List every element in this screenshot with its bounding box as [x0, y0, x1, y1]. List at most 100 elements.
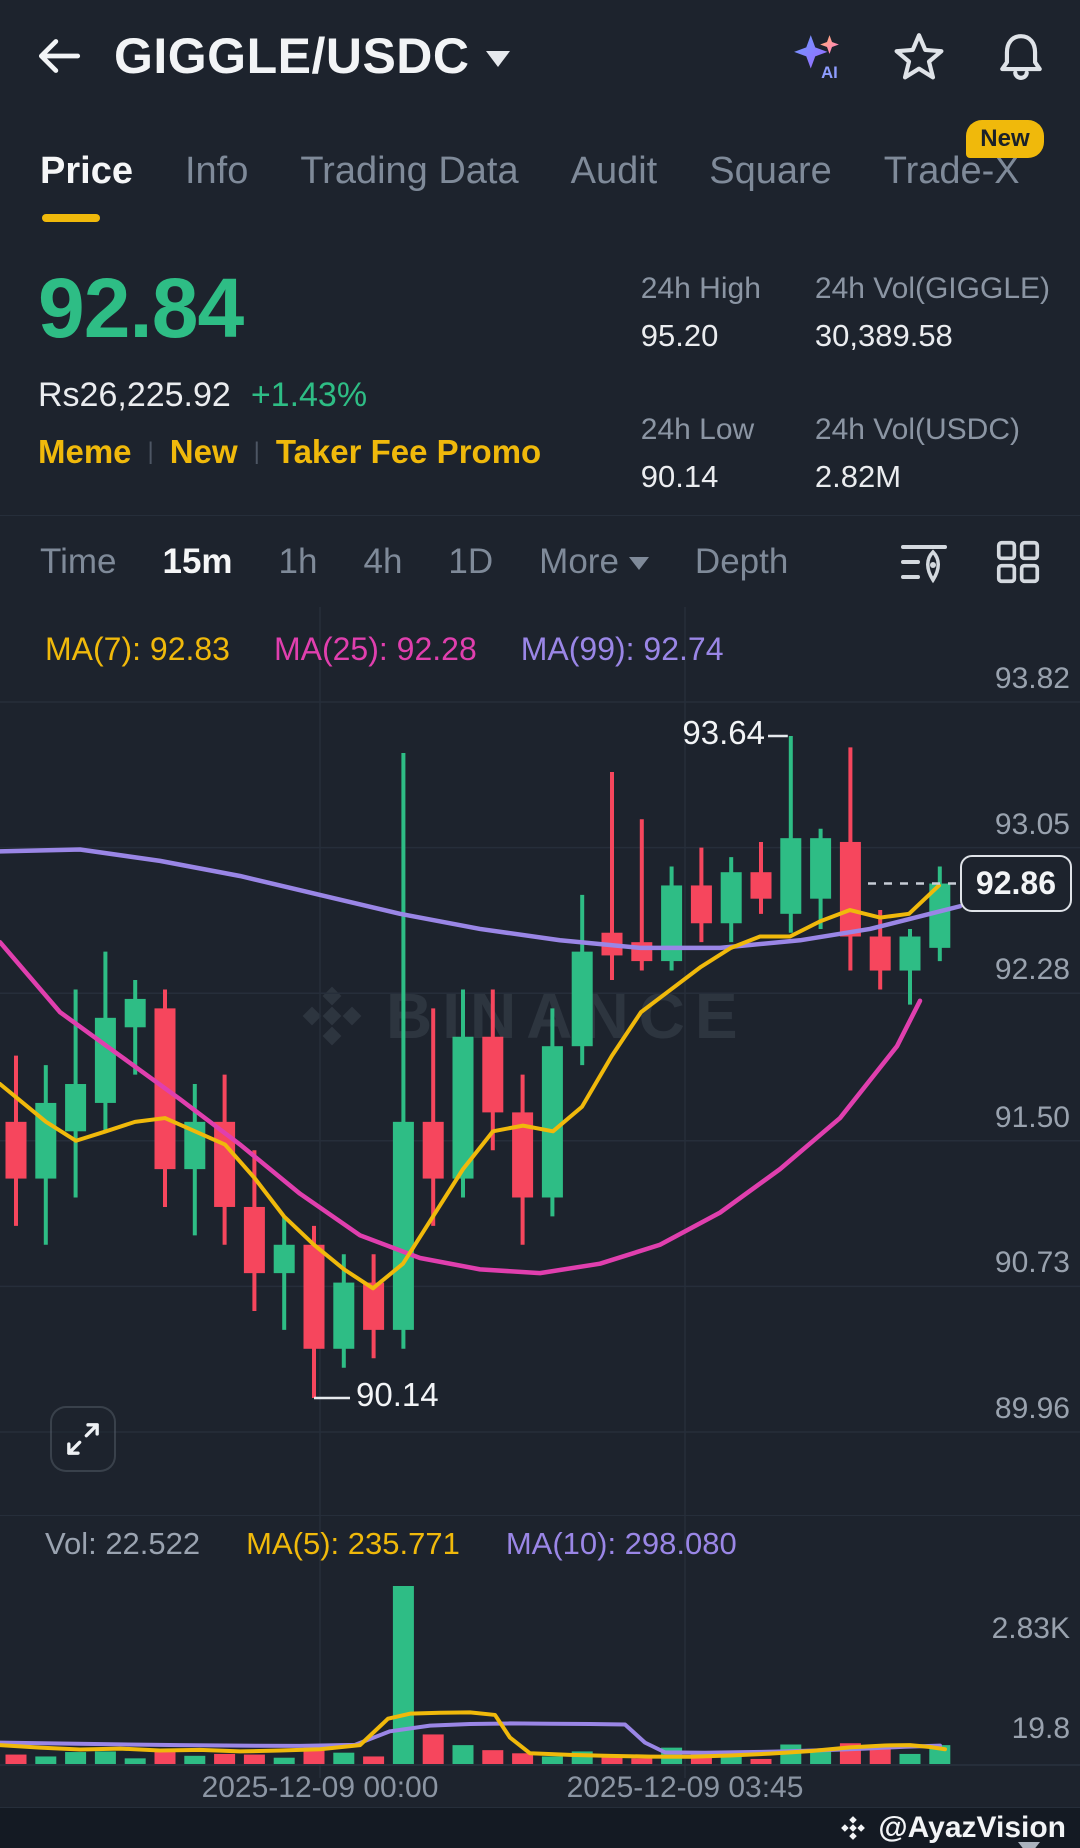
arrow-left-icon	[38, 39, 81, 73]
interval-1d[interactable]: 1D	[448, 541, 494, 581]
candle-body	[929, 883, 951, 948]
volume-bar	[363, 1756, 385, 1764]
candle-body	[392, 1121, 414, 1330]
chevron-down-icon	[485, 51, 510, 67]
volume-bar	[94, 1751, 116, 1764]
chevron-down-icon	[628, 557, 649, 570]
interval-time[interactable]: Time	[40, 541, 117, 581]
interval-toolbar: Time 15m 1h 4h 1D More Depth	[0, 515, 1080, 607]
volume-bar	[392, 1586, 414, 1764]
candle-body	[333, 1282, 355, 1349]
bell-icon	[1000, 34, 1042, 80]
candle-body	[899, 936, 921, 971]
tag-separator: |	[147, 438, 154, 465]
volume-bar	[750, 1758, 772, 1764]
pair-title: GIGGLE/USDC	[114, 28, 470, 84]
candle-body	[94, 1017, 116, 1103]
indicator-settings-icon[interactable]	[900, 538, 948, 586]
volume-chart-canvas[interactable]	[0, 1516, 1080, 1778]
volume-bar	[601, 1755, 623, 1764]
active-tab-underline	[42, 214, 100, 222]
volume-pane: Vol: 22.522 MA(5): 235.771 MA(10): 298.0…	[0, 1515, 1080, 1778]
tag-meme[interactable]: Meme	[38, 433, 132, 470]
top-tab-bar: Price Info Trading Data Audit Square Tra…	[0, 112, 1080, 230]
volume-bar	[214, 1753, 236, 1764]
candle-body	[303, 1244, 325, 1349]
ai-assistant-button[interactable]: AI	[792, 31, 842, 82]
volume-bar	[154, 1749, 176, 1764]
last-price: 92.84	[38, 261, 244, 355]
interval-4h[interactable]: 4h	[363, 541, 403, 581]
time-axis: 2025-12-09 00:00 2025-12-09 03:45	[0, 1771, 1080, 1807]
stat-value: 90.14	[640, 458, 719, 494]
candle-body	[661, 885, 683, 962]
tag-taker-fee-promo[interactable]: Taker Fee Promo	[275, 433, 542, 470]
time-axis-label: 2025-12-09 00:00	[201, 1771, 439, 1804]
candle-body	[5, 1121, 27, 1179]
grid-layout-icon[interactable]	[996, 540, 1040, 584]
candle-body	[541, 1046, 563, 1198]
pair-selector[interactable]: GIGGLE/USDC	[114, 27, 510, 85]
volume-bar	[333, 1752, 355, 1764]
ma25-line	[0, 939, 923, 1276]
candle-body	[810, 838, 832, 899]
stat-label: 24h Low	[640, 412, 755, 446]
tab-price[interactable]: Price	[40, 149, 133, 192]
volume-bar	[452, 1745, 474, 1764]
candle-body	[631, 942, 653, 962]
candle-body	[482, 1036, 504, 1113]
candle-body	[363, 1282, 385, 1330]
ticker-summary: 92.84 Rs26,225.92 +1.43% Meme | New | Ta…	[0, 230, 1080, 515]
tab-info[interactable]: Info	[184, 149, 249, 192]
interval-15m[interactable]: 15m	[162, 541, 233, 581]
candle-body	[750, 872, 772, 899]
vol-ma5-line	[0, 1710, 947, 1759]
candle-body	[839, 841, 861, 937]
ai-sparkle-icon: AI	[794, 35, 839, 82]
tab-trading-data[interactable]: Trading Data	[300, 149, 519, 192]
fullscreen-button[interactable]	[50, 1406, 116, 1472]
stat-label: 24h Vol(GIGGLE)	[814, 272, 1050, 305]
stat-value: 2.82M	[814, 458, 902, 494]
back-button[interactable]	[34, 30, 86, 82]
price-chart: BINANCE MA(7): 92.83 MA(25): 92.28 MA(99…	[0, 607, 1080, 1515]
fiat-value: Rs26,225.92	[38, 376, 231, 414]
candle-body	[869, 936, 891, 971]
volume-bar	[512, 1753, 534, 1764]
stat-24h-vol-base: 24h Vol(GIGGLE) 30,389.58	[815, 272, 1050, 375]
candle-body	[452, 1036, 474, 1179]
chevron-down-icon	[1018, 1842, 1040, 1848]
interval-1h[interactable]: 1h	[278, 541, 318, 581]
ma99-line	[0, 847, 963, 951]
candle-body	[124, 998, 146, 1028]
volume-bar	[273, 1757, 295, 1764]
tab-audit[interactable]: Audit	[570, 149, 658, 192]
candle-body	[571, 951, 593, 1047]
candle-body	[273, 1244, 295, 1274]
stat-24h-vol-quote: 24h Vol(USDC) 2.82M	[815, 413, 1050, 516]
volume-bar	[899, 1753, 921, 1764]
candle-body	[690, 885, 712, 924]
tab-trade-x[interactable]: Trade-X New	[884, 119, 1044, 193]
candle-body	[422, 1121, 444, 1179]
favorite-button[interactable]	[894, 31, 944, 81]
svg-text:AI: AI	[821, 63, 838, 82]
volume-bar	[35, 1756, 57, 1764]
new-badge: New	[966, 119, 1044, 158]
volume-bar	[869, 1747, 891, 1764]
volume-bar	[541, 1756, 563, 1764]
volume-bar	[482, 1750, 504, 1764]
stat-value: 95.20	[640, 318, 719, 353]
depth-button[interactable]: Depth	[694, 541, 789, 581]
volume-bar	[184, 1755, 206, 1764]
notifications-button[interactable]	[996, 31, 1046, 81]
binance-diamond-icon	[841, 1816, 866, 1840]
price-chart-canvas[interactable]	[0, 607, 1080, 1515]
tag-separator: |	[253, 438, 260, 465]
interval-more[interactable]: More	[539, 542, 649, 582]
tag-new[interactable]: New	[169, 433, 238, 470]
ma7-line	[0, 883, 941, 1291]
tab-square[interactable]: Square	[709, 149, 832, 192]
candle-body	[243, 1206, 265, 1274]
volume-bar	[303, 1747, 325, 1764]
